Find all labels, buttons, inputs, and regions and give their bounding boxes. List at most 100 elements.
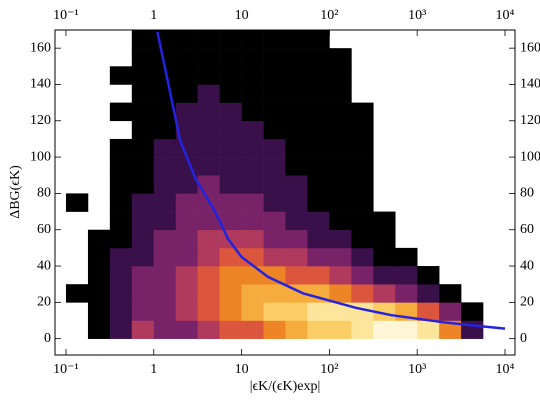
heat-cell	[153, 247, 177, 267]
y-tick-label-right: 120	[520, 113, 540, 128]
heat-cell	[329, 229, 352, 249]
heat-cell	[219, 320, 242, 339]
heat-cell	[439, 284, 462, 303]
heat-cell	[241, 229, 264, 249]
heat-cell	[109, 247, 133, 267]
heat-cell	[65, 193, 89, 212]
heat-cell	[175, 84, 198, 103]
heat-cell	[329, 48, 352, 67]
heat-cell	[219, 66, 242, 85]
heat-cell	[197, 84, 220, 103]
heat-cell	[219, 211, 242, 231]
heat-cell	[263, 84, 286, 103]
heat-cell	[263, 102, 286, 122]
x-tick-label: 10²	[320, 362, 338, 377]
heat-cell	[175, 175, 198, 194]
heat-cell	[307, 175, 330, 194]
heat-cell	[373, 211, 396, 231]
heat-cell	[197, 320, 220, 339]
heat-cell	[439, 302, 462, 321]
heat-cell	[263, 211, 286, 231]
heat-cell	[329, 247, 352, 267]
heat-cell	[241, 120, 264, 140]
x-axis-label: |ϵK/(ϵK)exp|	[250, 379, 321, 394]
heat-cell	[329, 302, 352, 321]
heat-cell	[219, 48, 242, 67]
y-tick-label: 140	[30, 77, 51, 92]
heat-cell	[219, 266, 242, 285]
heat-cell	[153, 102, 177, 122]
y-tick-label-right: 160	[520, 40, 540, 55]
heat-cell	[263, 120, 286, 140]
heat-cell	[329, 157, 352, 176]
heat-cell	[285, 157, 308, 176]
heat-cell	[87, 247, 111, 267]
heat-cell	[87, 266, 111, 285]
heat-cell	[175, 302, 198, 321]
heat-cell	[153, 66, 177, 85]
heat-cell	[131, 284, 155, 303]
x-tick-label-top: 10²	[320, 8, 338, 23]
heat-cell	[219, 30, 242, 49]
heat-cell	[197, 175, 220, 194]
heat-cell	[219, 193, 242, 212]
heat-cell	[439, 320, 462, 339]
heat-cell	[351, 138, 374, 158]
heat-cell	[109, 102, 133, 122]
heat-cell	[175, 48, 198, 67]
heat-cell	[285, 30, 308, 49]
heat-cell	[131, 320, 155, 339]
heat-cell	[351, 120, 374, 140]
heat-cell	[87, 284, 111, 303]
x-tick-label-top: 1	[150, 8, 157, 23]
heat-cell	[395, 284, 418, 303]
heat-cell	[329, 120, 352, 140]
plot-frame	[54, 29, 516, 356]
heat-cell	[109, 211, 133, 231]
heat-cell	[175, 247, 198, 267]
heat-cell	[131, 302, 155, 321]
heat-cell	[373, 247, 396, 267]
heat-cell	[307, 229, 330, 249]
heat-cell	[329, 320, 352, 339]
heat-cell	[285, 193, 308, 212]
y-tick-label: 0	[44, 331, 51, 346]
heat-cell	[307, 138, 330, 158]
y-tick-label-right: 0	[520, 331, 527, 346]
heat-cell	[131, 175, 155, 194]
heat-cell	[329, 284, 352, 303]
heat-cell	[263, 175, 286, 194]
y-tick-label: 60	[37, 222, 51, 237]
heat-cell	[153, 320, 177, 339]
x-tick-label-top: 10⁻¹	[53, 8, 79, 23]
heat-cell	[87, 320, 111, 339]
heat-cell	[351, 320, 374, 339]
heat-cell	[87, 229, 111, 249]
heat-cell	[285, 320, 308, 339]
heat-cell	[219, 302, 242, 321]
heat-cell	[109, 193, 133, 212]
heat-cell	[175, 266, 198, 285]
heat-cell	[109, 266, 133, 285]
y-tick-label: 120	[30, 113, 51, 128]
heat-cell	[329, 266, 352, 285]
heat-cell	[307, 266, 330, 285]
heat-cell	[219, 157, 242, 176]
heat-cell	[197, 211, 220, 231]
heat-cell	[351, 247, 374, 267]
heat-cell	[263, 284, 286, 303]
heat-cell	[197, 157, 220, 176]
y-axis-label: ΔBG(ϵK)	[8, 165, 23, 219]
heat-cell	[175, 102, 198, 122]
heat-cell	[241, 320, 264, 339]
heat-cell	[285, 247, 308, 267]
heat-cell	[197, 30, 220, 49]
heat-cell	[241, 30, 264, 49]
heat-cell	[241, 102, 264, 122]
heat-cell	[263, 229, 286, 249]
heat-cell	[373, 320, 396, 339]
heat-cell	[307, 247, 330, 267]
heat-cell	[241, 266, 264, 285]
heat-cell	[131, 247, 155, 267]
heat-cell	[153, 193, 177, 212]
